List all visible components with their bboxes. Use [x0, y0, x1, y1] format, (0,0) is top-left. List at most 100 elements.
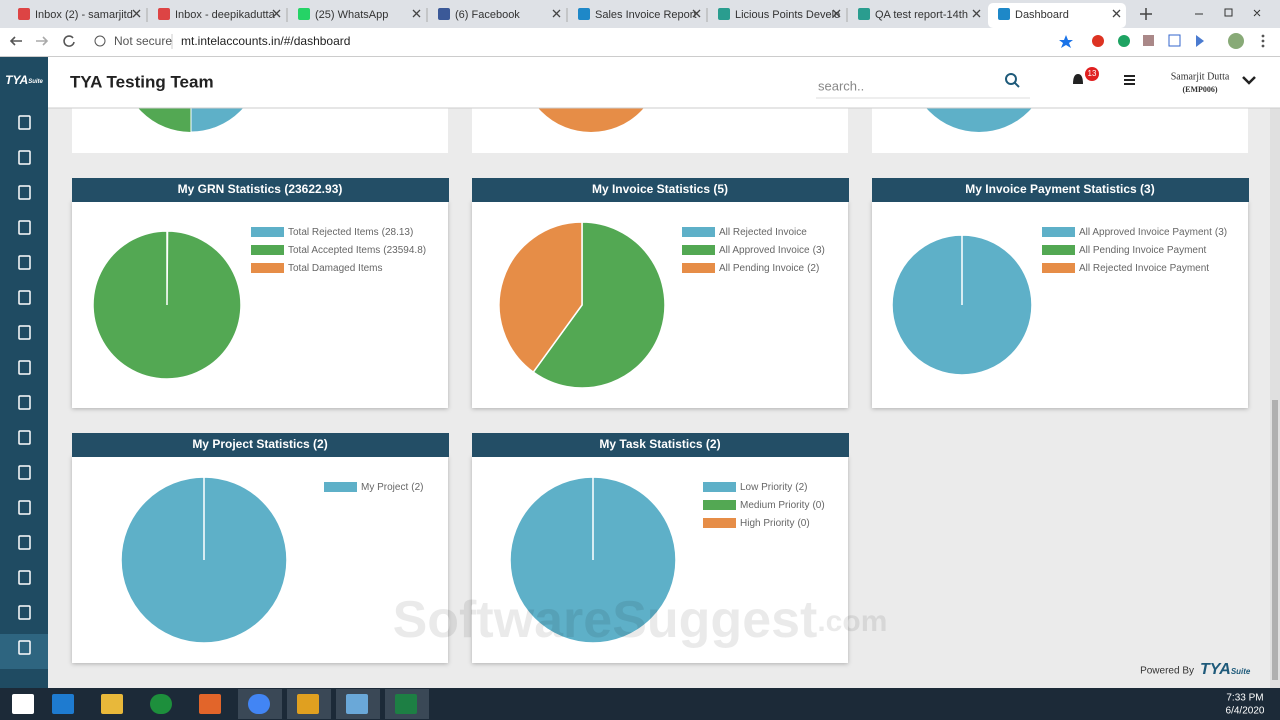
sidebar-icon[interactable] [18, 115, 31, 130]
legend-entry[interactable]: Medium Priority (0) [740, 500, 825, 511]
tab-close[interactable] [692, 9, 701, 18]
tab-close[interactable] [552, 9, 561, 18]
sidebar-icon[interactable] [18, 360, 31, 375]
bell-icon[interactable] [1073, 74, 1083, 84]
app-header [48, 57, 1280, 108]
extension-icon[interactable] [1092, 35, 1104, 47]
scrollbar-thumb[interactable] [1272, 400, 1278, 680]
legend-entry[interactable]: All Approved Invoice (3) [719, 245, 825, 256]
sidebar-icon[interactable] [18, 325, 31, 340]
taskbar-app[interactable] [12, 694, 34, 714]
window-controls[interactable] [1195, 8, 1261, 17]
sidebar-icon[interactable] [18, 395, 31, 410]
user-name[interactable]: Samarjit Dutta [1171, 71, 1230, 82]
pie-slice[interactable] [498, 221, 583, 374]
bookmark-star[interactable] [1059, 35, 1073, 48]
menu-icon[interactable] [1124, 75, 1135, 77]
legend-entry[interactable]: All Rejected Invoice Payment [1079, 263, 1209, 274]
legend-value: (2) [411, 482, 423, 493]
tab-close[interactable] [972, 9, 981, 18]
extension-icon[interactable] [1196, 35, 1204, 47]
tab[interactable] [988, 3, 1126, 28]
sidebar-icon[interactable] [18, 220, 31, 235]
sidebar-icon[interactable] [18, 430, 31, 445]
user-dropdown[interactable] [1242, 76, 1256, 85]
url[interactable]: mt.intelaccounts.in/#/dashboard [181, 34, 350, 48]
tab[interactable] [428, 3, 566, 28]
legend-entry[interactable]: All Pending Invoice Payment [1079, 245, 1207, 256]
legend-entry[interactable]: Total Accepted Items (23594.8) [288, 245, 426, 256]
tab-close[interactable] [832, 9, 841, 18]
logo: TYA [5, 73, 28, 87]
tab[interactable] [708, 3, 846, 28]
legend-entry[interactable]: All Pending Invoice (2) [719, 263, 819, 274]
taskbar-app[interactable] [52, 694, 74, 714]
taskbar-app[interactable] [395, 694, 417, 714]
sidebar-icon[interactable] [18, 605, 31, 620]
pie-slice[interactable] [532, 221, 666, 389]
tab-close[interactable] [272, 9, 281, 18]
brand-suffix: Suite [1231, 667, 1251, 676]
reload-button[interactable] [63, 35, 75, 47]
taskbar-app[interactable] [150, 694, 172, 714]
legend-entry[interactable]: All Approved Invoice Payment (3) [1079, 227, 1227, 238]
sidebar-icon[interactable] [18, 290, 31, 305]
sidebar-icon[interactable] [18, 150, 31, 165]
new-tab[interactable] [1140, 8, 1152, 20]
legend-entry[interactable]: High Priority (0) [740, 518, 810, 529]
legend-entry[interactable]: Low Priority (2) [740, 482, 807, 493]
security-label: Not secure [114, 34, 172, 48]
extension-icon[interactable] [1118, 35, 1130, 47]
legend-entry[interactable]: My Project (2) [361, 482, 423, 493]
clock-time[interactable]: 7:33 PM [1226, 693, 1263, 704]
watermark: SoftwareSuggest.com [393, 591, 888, 649]
card [472, 108, 848, 153]
tab-close[interactable] [1112, 9, 1121, 18]
scrollbar[interactable] [1270, 108, 1280, 688]
extension-icon[interactable] [1168, 34, 1181, 47]
legend-entry[interactable]: Total Damaged Items [288, 263, 383, 274]
sidebar-icon[interactable] [18, 185, 31, 200]
taskbar-app[interactable] [248, 694, 270, 714]
extension-icon[interactable] [1143, 35, 1154, 46]
sidebar-icon[interactable] [18, 535, 31, 550]
tab[interactable] [568, 3, 706, 28]
tab-close[interactable] [412, 9, 421, 18]
legend-entry[interactable]: All Rejected Invoice [719, 227, 807, 238]
clock-date[interactable]: 6/4/2020 [1226, 706, 1265, 717]
pie-slice[interactable] [120, 476, 288, 644]
forward-button[interactable] [36, 36, 49, 46]
taskbar-app[interactable] [199, 694, 221, 714]
menu-dots[interactable] [1261, 34, 1265, 38]
legend-entry[interactable]: Total Rejected Items (28.13) [288, 227, 413, 238]
search-input[interactable]: search.. [818, 78, 864, 93]
tab-icon [998, 8, 1010, 20]
pie-slice[interactable] [891, 234, 1033, 376]
search-icon[interactable] [1005, 73, 1017, 85]
taskbar-app[interactable] [101, 694, 123, 714]
taskbar-app[interactable] [297, 694, 319, 714]
back-button[interactable] [9, 36, 22, 46]
pie-slice[interactable] [92, 230, 242, 380]
sidebar-icon[interactable] [18, 640, 31, 655]
info-icon[interactable] [94, 35, 106, 47]
profile-avatar[interactable] [1228, 33, 1244, 49]
tab-close[interactable] [132, 9, 141, 18]
legend-label: All Pending Invoice [719, 263, 804, 274]
sidebar-icon[interactable] [18, 570, 31, 585]
tab[interactable] [8, 3, 146, 28]
tab[interactable] [288, 3, 426, 28]
tab[interactable] [848, 3, 986, 28]
tab-icon [158, 8, 170, 20]
sidebar-icon[interactable] [18, 465, 31, 480]
legend-swatch [682, 245, 715, 255]
sidebar-icon[interactable] [18, 255, 31, 270]
tab[interactable] [148, 3, 286, 28]
taskbar-app[interactable] [346, 694, 368, 714]
pie-slice[interactable] [509, 476, 677, 644]
card-header [72, 178, 449, 202]
legend-label: High Priority [740, 518, 794, 529]
sidebar-icon[interactable] [18, 500, 31, 515]
legend-value: (0) [797, 518, 809, 529]
legend-value: (2) [807, 263, 819, 274]
